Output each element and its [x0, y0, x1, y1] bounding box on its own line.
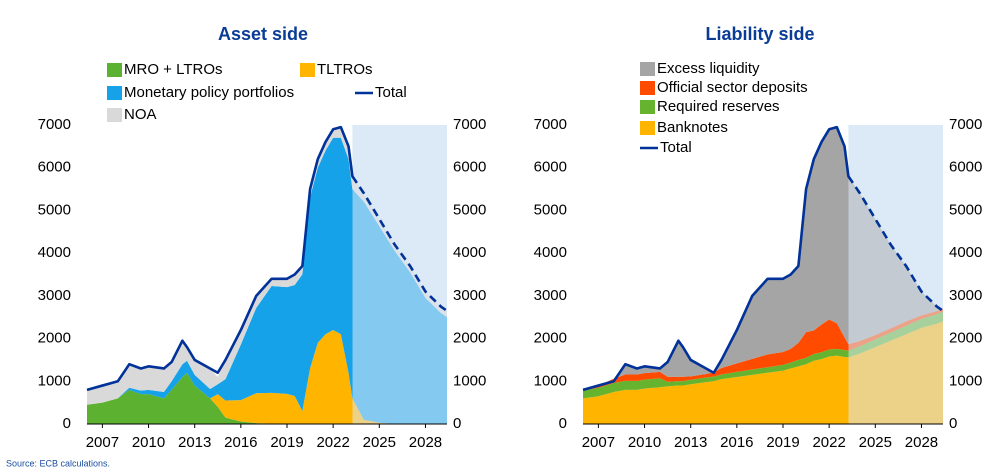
legend-label: Monetary policy portfolios	[124, 84, 294, 101]
x-tick-label: 2025	[859, 434, 892, 451]
y-tick-label: 7000	[534, 116, 567, 133]
y2-tick-label: 0	[949, 415, 957, 432]
total-line	[86, 125, 448, 392]
y-tick-label: 5000	[38, 201, 71, 218]
chart-panel: Liability side 0 0 1000 1000 2000 2000 3000 3000…	[534, 24, 983, 451]
y-tick-label: 7000	[38, 116, 71, 133]
y-tick-label: 3000	[38, 287, 71, 304]
legend-label: TLTROs	[317, 61, 373, 78]
legend-label: NOA	[124, 106, 157, 123]
y2-tick-label: 1000	[453, 372, 486, 389]
x-tick-label: 2022	[812, 434, 845, 451]
area-series	[87, 372, 447, 424]
y-tick-label: 2000	[534, 330, 567, 347]
y2-tick-label: 2000	[949, 330, 982, 347]
legend-label: Official sector deposits	[657, 79, 808, 96]
x-tick-label: 2013	[674, 434, 707, 451]
x-tick-label: 2019	[270, 434, 303, 451]
x-tick-label: 2019	[766, 434, 799, 451]
y2-tick-label: 0	[453, 415, 461, 432]
y-tick-label: 0	[63, 415, 71, 432]
legend-label: Required reserves	[657, 98, 780, 115]
total-line	[582, 125, 944, 392]
y-tick-label: 6000	[38, 159, 71, 176]
y-tick-label: 1000	[534, 372, 567, 389]
legend-swatch	[107, 63, 122, 77]
y2-tick-label: 3000	[453, 287, 486, 304]
x-tick-label: 2028	[905, 434, 938, 451]
x-tick-label: 2022	[316, 434, 349, 451]
x-tick-label: 2010	[132, 434, 165, 451]
area-series	[87, 127, 447, 405]
x-tick-label: 2007	[86, 434, 119, 451]
legend-label: Total	[375, 84, 407, 101]
y2-tick-label: 6000	[949, 159, 982, 176]
y-tick-label: 2000	[38, 330, 71, 347]
y-tick-label: 4000	[534, 244, 567, 261]
y2-tick-label: 4000	[949, 244, 982, 261]
y2-tick-label: 1000	[949, 372, 982, 389]
y-tick-label: 5000	[534, 201, 567, 218]
x-tick-label: 2010	[628, 434, 661, 451]
x-tick-label: 2016	[224, 434, 257, 451]
y2-tick-label: 6000	[453, 159, 486, 176]
legend-label: MRO + LTROs	[124, 61, 222, 78]
y2-tick-label: 7000	[453, 116, 486, 133]
legend-label: Excess liquidity	[657, 60, 760, 77]
x-tick-label: 2025	[363, 434, 396, 451]
legend-swatch	[300, 63, 315, 77]
area-series	[87, 330, 447, 424]
legend-swatch	[107, 108, 122, 122]
chart-panel: Asset side 0 0 1000 1000 2000 2000 3000 3000 4000…	[38, 24, 487, 451]
legend-swatch	[640, 121, 655, 135]
legend-swatch	[640, 100, 655, 114]
x-tick-label: 2007	[582, 434, 615, 451]
y-tick-label: 4000	[38, 244, 71, 261]
y-tick-label: 6000	[534, 159, 567, 176]
y-tick-label: 1000	[38, 372, 71, 389]
area-series	[583, 321, 943, 424]
legend-swatch	[107, 86, 122, 100]
y-tick-label: 3000	[534, 287, 567, 304]
chart-title: Liability side	[705, 24, 814, 44]
y2-tick-label: 7000	[949, 116, 982, 133]
source-note: Source: ECB calculations.	[6, 458, 110, 468]
y2-tick-label: 5000	[949, 201, 982, 218]
x-tick-label: 2016	[720, 434, 753, 451]
y2-tick-label: 5000	[453, 201, 486, 218]
legend-label: Total	[660, 139, 692, 156]
y-tick-label: 0	[559, 415, 567, 432]
area-series	[583, 311, 943, 399]
x-tick-label: 2028	[409, 434, 442, 451]
area-series	[87, 137, 447, 424]
legend-label: Banknotes	[657, 119, 728, 136]
y2-tick-label: 2000	[453, 330, 486, 347]
x-tick-label: 2013	[178, 434, 211, 451]
y2-tick-label: 3000	[949, 287, 982, 304]
y2-tick-label: 4000	[453, 244, 486, 261]
legend-swatch	[640, 62, 655, 76]
chart-title: Asset side	[218, 24, 308, 44]
area-series	[583, 127, 943, 389]
legend-swatch	[640, 81, 655, 95]
